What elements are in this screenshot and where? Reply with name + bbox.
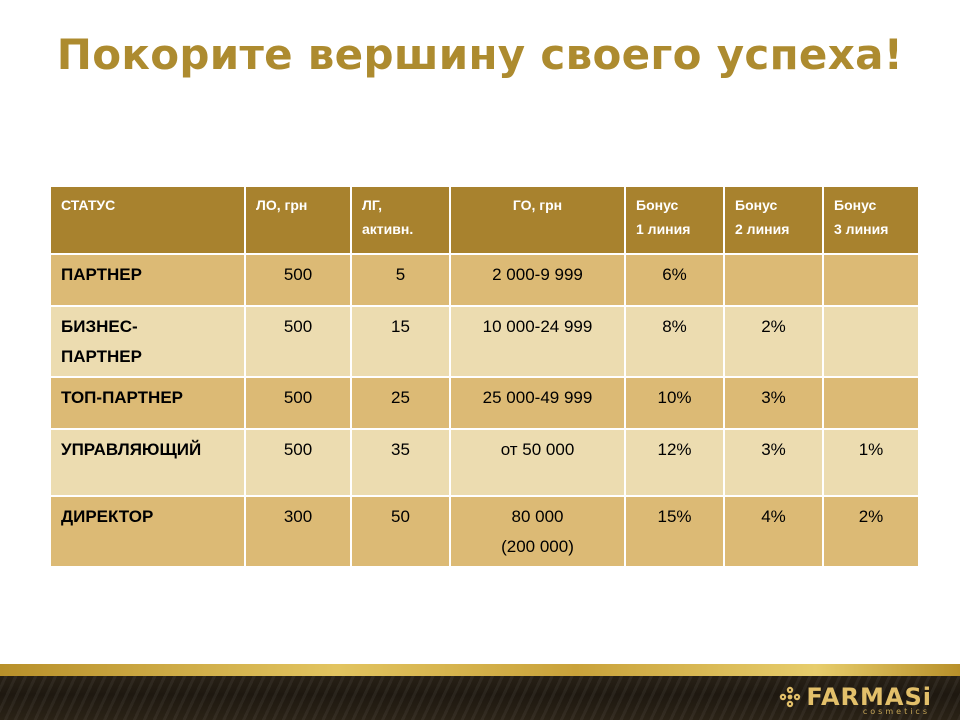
bonus-2-cell: 3% [723,376,824,430]
bonus-3-cell: 1% [822,428,920,497]
lo-cell: 500 [244,428,352,497]
header-status: СТАТУС [49,185,246,255]
lo-cell: 500 [244,305,352,378]
go-cell: 2 000-9 999 [449,253,626,307]
bonus-3-cell [822,253,920,307]
status-cell: ДИРЕКТОР [49,495,246,568]
table-row: ПАРТНЕР 500 5 2 000-9 999 6% [49,253,920,307]
table-row: ДИРЕКТОР 300 50 80 000 (200 000) 15% 4% 2… [49,495,920,568]
status-cell: ПАРТНЕР [49,253,246,307]
lg-cell: 35 [350,428,451,497]
logo-wordmark: FARMASi [806,683,932,711]
bonus-3-cell: 2% [822,495,920,568]
bonus-1-cell: 10% [624,376,725,430]
lo-cell: 500 [244,376,352,430]
farmasi-logo: FARMASi [778,680,932,714]
go-cell: 10 000-24 999 [449,305,626,378]
table-row: ТОП-ПАРТНЕР 500 25 25 000-49 999 10% 3% [49,376,920,430]
status-cell: БИЗНЕС- ПАРТНЕР [49,305,246,378]
header-bonus-2: Бонус 2 линия [723,185,824,255]
status-cell: ТОП-ПАРТНЕР [49,376,246,430]
table-row: УПРАВЛЯЮЩИЙ 500 35 от 50 000 12% 3% 1% [49,428,920,497]
bonus-2-cell [723,253,824,307]
status-table: СТАТУС ЛО, грн ЛГ, активн. ГО, грн Бонус 1… [49,185,920,568]
table-row: БИЗНЕС- ПАРТНЕР 500 15 10 000-24 999 8% 2… [49,305,920,378]
lo-cell: 300 [244,495,352,568]
bonus-1-cell: 12% [624,428,725,497]
lg-cell: 25 [350,376,451,430]
lg-cell: 5 [350,253,451,307]
header-bonus-1: Бонус 1 линия [624,185,725,255]
bonus-2-cell: 2% [723,305,824,378]
table-header-row: СТАТУС ЛО, грн ЛГ, активн. ГО, грн Бонус 1… [49,185,920,255]
go-cell: 25 000-49 999 [449,376,626,430]
status-cell: УПРАВЛЯЮЩИЙ [49,428,246,497]
go-cell: 80 000 (200 000) [449,495,626,568]
bonus-1-cell: 6% [624,253,725,307]
lg-cell: 50 [350,495,451,568]
bonus-2-cell: 4% [723,495,824,568]
lg-cell: 15 [350,305,451,378]
slide-title: Покорите вершину своего успеха! [56,30,904,79]
go-cell: от 50 000 [449,428,626,497]
logo-subtitle: cosmetics [862,707,930,716]
header-go: ГО, грн [449,185,626,255]
bonus-3-cell [822,305,920,378]
bonus-2-cell: 3% [723,428,824,497]
bonus-3-cell [822,376,920,430]
footer-gold-stripe [0,664,960,676]
header-lo: ЛО, грн [244,185,352,255]
lo-cell: 500 [244,253,352,307]
header-bonus-3: Бонус 3 линия [822,185,920,255]
bonus-1-cell: 8% [624,305,725,378]
header-lg: ЛГ, активн. [350,185,451,255]
farmasi-flower-icon [780,686,801,708]
bonus-1-cell: 15% [624,495,725,568]
